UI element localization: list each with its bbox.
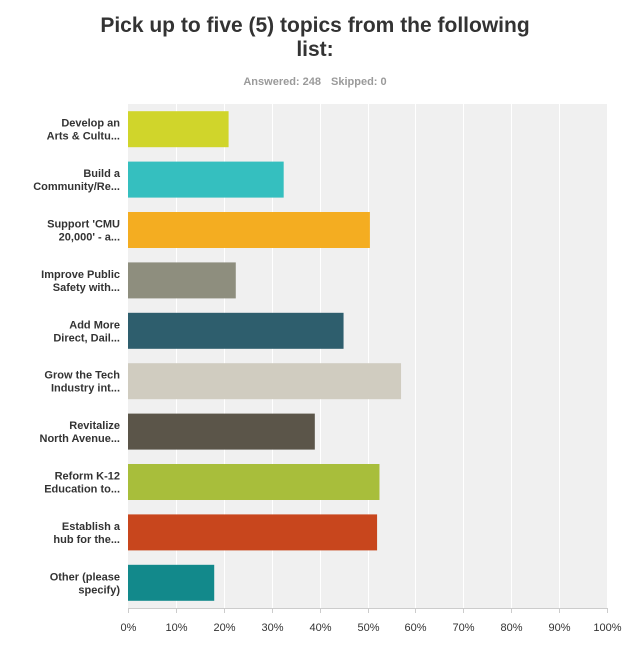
bar: [128, 111, 229, 148]
x-tick-label: 30%: [261, 622, 283, 634]
response-stats: Answered: 248 Skipped: 0: [0, 76, 630, 88]
bar: [128, 514, 378, 551]
x-tick-label: 10%: [165, 622, 187, 634]
category-label: 20,000' - a...: [59, 232, 120, 244]
category-label: Add More: [69, 319, 120, 331]
category-label: Other (please: [50, 571, 120, 583]
x-tick-label: 20%: [213, 622, 235, 634]
x-tick-label: 0%: [121, 622, 137, 634]
x-tick-label: 100%: [593, 622, 621, 634]
x-tick-label: 80%: [500, 622, 522, 634]
category-label: Community/Re...: [33, 181, 120, 193]
bar: [128, 161, 284, 198]
category-label: Safety with...: [53, 282, 120, 294]
category-label: Education to...: [44, 484, 120, 496]
x-tick-label: 90%: [548, 622, 570, 634]
bar: [128, 413, 315, 450]
category-label: Develop an: [61, 118, 120, 130]
x-tick-label: 70%: [452, 622, 474, 634]
bar: [128, 212, 370, 248]
category-label: Grow the Tech: [44, 370, 120, 382]
chart-title-line-1: Pick up to five (5) topics from the foll…: [100, 14, 530, 37]
bar: [128, 363, 402, 400]
skipped-count: Skipped: 0: [331, 76, 387, 88]
x-tick-label: 60%: [404, 622, 426, 634]
bar: [128, 464, 380, 500]
category-label: Direct, Dail...: [53, 332, 120, 344]
bar: [128, 564, 215, 601]
category-label: Reform K-12: [55, 471, 120, 483]
answered-count: Answered: 248: [243, 76, 322, 88]
category-label: hub for the...: [53, 534, 120, 546]
category-label: Support 'CMU: [47, 219, 120, 231]
category-label: Industry int...: [51, 383, 120, 395]
category-label: North Avenue...: [40, 433, 120, 445]
chart-title-line-2: list:: [296, 38, 334, 61]
category-label: Improve Public: [41, 269, 120, 281]
category-label: Revitalize: [69, 420, 120, 432]
chart-title: Pick up to five (5) topics from the foll…: [0, 14, 630, 62]
x-tick-label: 40%: [309, 622, 331, 634]
bar: [128, 262, 236, 299]
category-label: Establish a: [62, 521, 121, 533]
bar: [128, 312, 344, 349]
category-label: Build a: [83, 168, 121, 180]
category-label: specify): [78, 584, 120, 596]
x-tick-label: 50%: [357, 622, 379, 634]
category-label: Arts & Cultu...: [47, 131, 120, 143]
